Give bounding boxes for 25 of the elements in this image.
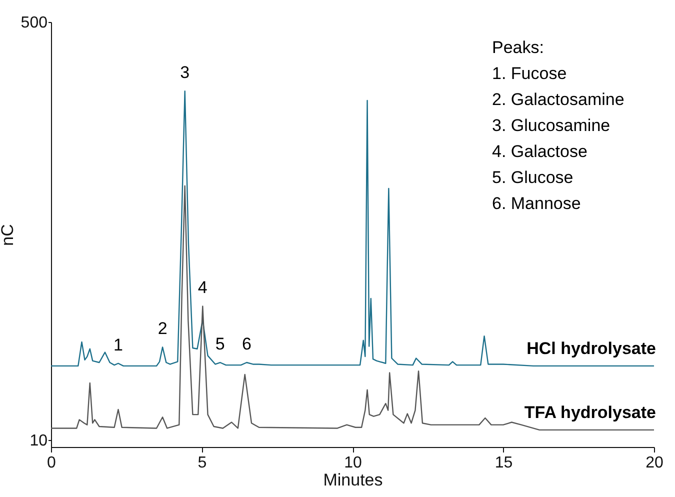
y-axis-title: nC: [0, 224, 17, 246]
line-series: [50, 185, 655, 431]
x-tick-label: 5: [198, 454, 207, 472]
annotation: 6. Mannose: [492, 194, 581, 213]
annotation: 4: [198, 278, 208, 298]
x-axis-title: Minutes: [323, 470, 383, 490]
annotation: 2: [158, 319, 168, 338]
annotation: 6: [242, 334, 252, 354]
x-tick-label: 20: [646, 454, 664, 472]
annotation: 1. Fucose: [492, 64, 567, 83]
series-label: TFA hydrolysate: [524, 402, 656, 422]
x-tick-label: 0: [47, 454, 56, 472]
annotation: 1: [114, 335, 123, 354]
annotation: 4. Galactose: [492, 142, 588, 161]
series-label: HCl hydrolysate: [526, 338, 656, 358]
annotation: 5: [215, 334, 225, 354]
annotation: 3. Glucosamine: [492, 116, 610, 135]
line-series: [50, 90, 655, 367]
annotation: 5. Glucose: [492, 168, 574, 187]
annotation: 3: [180, 63, 190, 82]
y-tick-label: 500: [20, 14, 48, 32]
annotation: Peaks:: [492, 38, 544, 57]
x-tick-label: 15: [494, 454, 513, 472]
x-tick-label: 10: [344, 454, 362, 472]
annotation: 2. Galactosamine: [492, 90, 624, 109]
